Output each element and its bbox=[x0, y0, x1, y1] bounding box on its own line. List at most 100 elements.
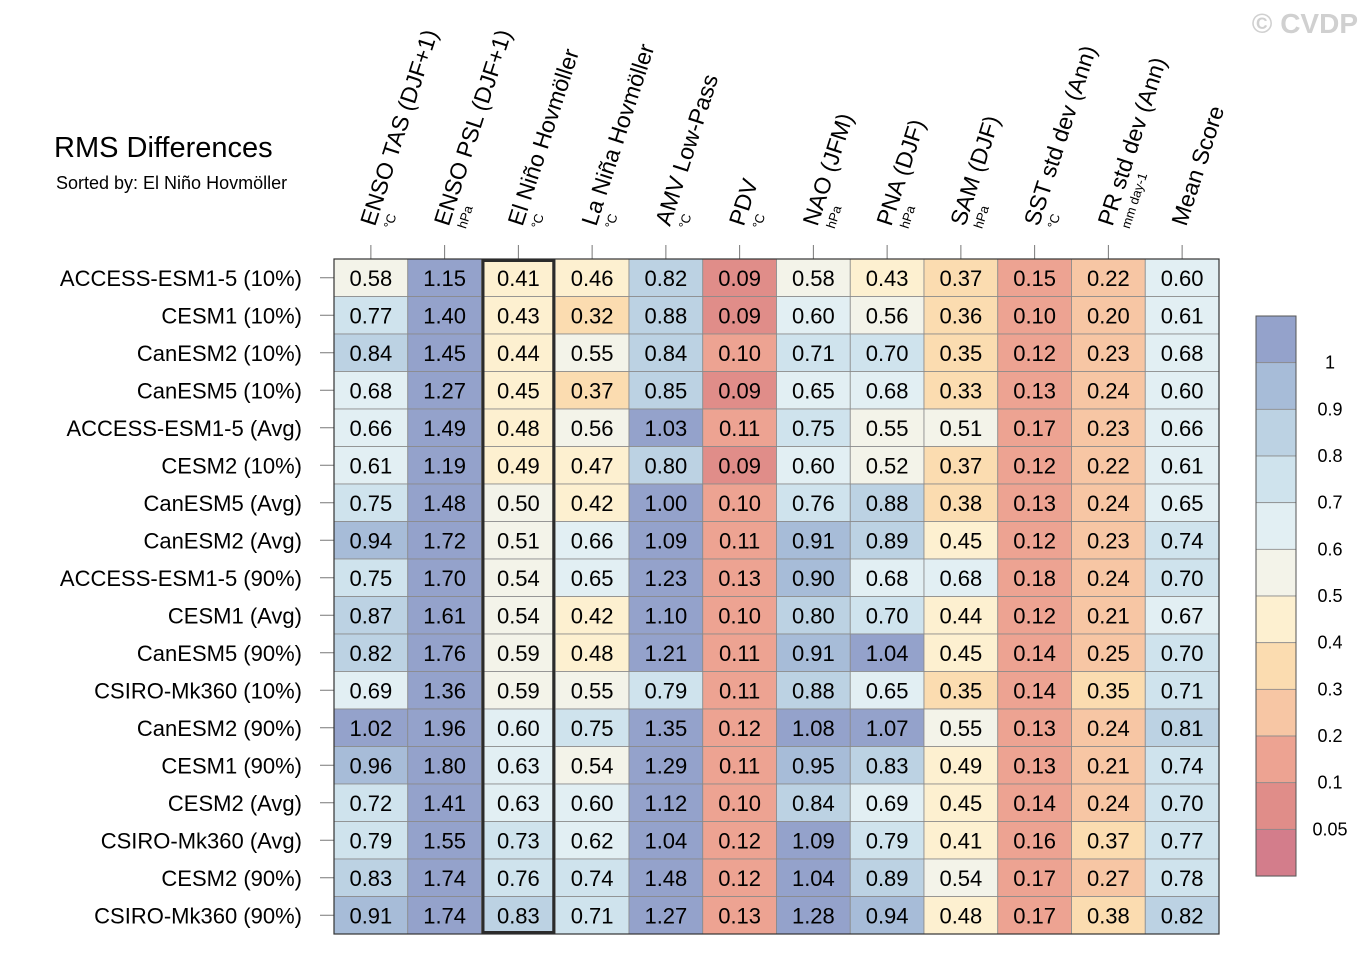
column-headers: ENSO TAS (DJF+1)°C ENSO PSL (DJF+1)hPa El … bbox=[355, 26, 1229, 259]
cell-value-label: 1.15 bbox=[423, 266, 466, 291]
heatmap-cell bbox=[407, 521, 482, 560]
heatmap-cell bbox=[776, 671, 851, 710]
heatmap-cell bbox=[923, 483, 999, 522]
heatmap-cell bbox=[849, 858, 925, 897]
heatmap-cell bbox=[923, 371, 999, 410]
heatmap-cell bbox=[554, 371, 630, 410]
colorbar-segment bbox=[1255, 455, 1297, 504]
cell-value-label: 0.11 bbox=[719, 753, 760, 778]
cell-value-label: 0.24 bbox=[1087, 791, 1130, 816]
heatmap-cell bbox=[481, 371, 556, 410]
heatmap-cell bbox=[702, 296, 777, 335]
heatmap-cell bbox=[1071, 858, 1146, 897]
heatmap-cell bbox=[407, 333, 482, 372]
colorbar-tick-label: 0.7 bbox=[1317, 493, 1342, 513]
cell-value-label: 0.77 bbox=[349, 303, 392, 328]
heatmap-cell bbox=[554, 746, 630, 785]
heatmap-cell bbox=[702, 558, 777, 597]
cell-value-label: 0.85 bbox=[644, 378, 687, 403]
cell-value-label: 0.61 bbox=[1161, 303, 1204, 328]
heatmap-cell bbox=[628, 446, 704, 485]
heatmap-cell bbox=[702, 783, 777, 822]
cell-value-label: 0.68 bbox=[866, 566, 909, 591]
colorbar-segment bbox=[1255, 502, 1297, 550]
colorbar-segment bbox=[1255, 642, 1297, 690]
cell-value-label: 1.48 bbox=[423, 491, 466, 516]
column-unit: °C bbox=[602, 212, 621, 231]
heatmap-cell bbox=[1071, 671, 1146, 710]
cell-value-label: 0.21 bbox=[1087, 753, 1130, 778]
heatmap-cell bbox=[1144, 708, 1220, 747]
column-label: AMV Low-Pass bbox=[650, 71, 723, 229]
cell-value-label: 0.17 bbox=[1013, 416, 1056, 441]
cell-value-label: 1.36 bbox=[423, 678, 466, 703]
heatmap-cell bbox=[628, 408, 704, 447]
colorbar-segment bbox=[1255, 735, 1297, 784]
cell-value-label: 0.14 bbox=[1013, 641, 1056, 666]
cell-value-label: 0.89 bbox=[866, 866, 909, 891]
heatmap-cell bbox=[702, 371, 777, 410]
cell-value-label: 0.76 bbox=[792, 491, 835, 516]
heatmap-cell bbox=[1144, 258, 1220, 297]
heatmap-cell bbox=[628, 333, 704, 372]
heatmap-cell bbox=[628, 746, 704, 785]
cell-value-label: 0.42 bbox=[571, 491, 614, 516]
heatmap-cell bbox=[776, 446, 851, 485]
column-unit: °C bbox=[528, 212, 547, 231]
heatmap-cell bbox=[1144, 333, 1220, 372]
cell-value-label: 0.21 bbox=[1087, 603, 1130, 628]
heatmap-cell bbox=[702, 746, 777, 785]
cell-value-label: 0.56 bbox=[866, 303, 909, 328]
cell-value-label: 0.71 bbox=[571, 903, 614, 928]
heatmap-cell bbox=[1071, 708, 1146, 747]
colorbar-tick-label: 0.8 bbox=[1317, 446, 1342, 466]
cell-value-label: 0.41 bbox=[497, 266, 540, 291]
cell-value-label: 0.33 bbox=[939, 378, 982, 403]
cell-value-label: 0.75 bbox=[792, 416, 835, 441]
cell-value-label: 1.21 bbox=[644, 641, 687, 666]
cell-value-label: 0.66 bbox=[349, 416, 392, 441]
column-unit: hPa bbox=[823, 203, 845, 230]
column-unit: °C bbox=[749, 212, 768, 231]
cell-value-label: 0.43 bbox=[497, 303, 540, 328]
cell-value-label: 0.80 bbox=[644, 453, 687, 478]
cell-value-label: 0.83 bbox=[497, 903, 540, 928]
colorbar-tick-label: 0.9 bbox=[1317, 399, 1342, 419]
heatmap-cell bbox=[554, 596, 630, 635]
heatmap-cell bbox=[628, 258, 704, 297]
cell-value-label: 1.04 bbox=[792, 866, 835, 891]
cell-value-label: 0.87 bbox=[349, 603, 392, 628]
cell-value-label: 0.96 bbox=[349, 753, 392, 778]
cell-value-label: 0.24 bbox=[1087, 716, 1130, 741]
heatmap-cell bbox=[997, 783, 1072, 822]
heatmap-cell bbox=[1071, 558, 1146, 597]
cell-value-label: 0.44 bbox=[497, 341, 540, 366]
heatmap-cell bbox=[849, 483, 925, 522]
cell-value-label: 0.84 bbox=[792, 791, 835, 816]
cell-value-label: 0.91 bbox=[792, 528, 835, 553]
heatmap-cell bbox=[481, 783, 556, 822]
row-label: CSIRO-Mk360 (10%) bbox=[94, 678, 302, 703]
cell-value-label: 0.63 bbox=[497, 791, 540, 816]
row-label: CESM2 (90%) bbox=[161, 866, 302, 891]
cell-value-label: 0.58 bbox=[349, 266, 392, 291]
heatmap-cell bbox=[849, 446, 925, 485]
cvdp-watermark: © CVDP bbox=[1252, 8, 1358, 39]
cell-value-label: 0.17 bbox=[1013, 903, 1056, 928]
heatmap-cell bbox=[1144, 446, 1220, 485]
heatmap-cell bbox=[849, 896, 925, 935]
heatmap-cell bbox=[997, 596, 1072, 635]
heatmap-cell bbox=[1071, 483, 1146, 522]
cell-value-label: 0.83 bbox=[349, 866, 392, 891]
cell-value-label: 0.13 bbox=[1013, 753, 1056, 778]
cell-value-label: 0.54 bbox=[497, 603, 540, 628]
heatmap-cell bbox=[997, 671, 1072, 710]
heatmap-cell bbox=[333, 746, 409, 785]
cell-value-label: 1.40 bbox=[423, 303, 466, 328]
cell-value-label: 0.65 bbox=[866, 678, 909, 703]
cell-value-label: 0.69 bbox=[349, 678, 392, 703]
heatmap-cell bbox=[333, 633, 409, 672]
heatmap-cell bbox=[923, 446, 999, 485]
cell-value-label: 0.70 bbox=[866, 341, 909, 366]
